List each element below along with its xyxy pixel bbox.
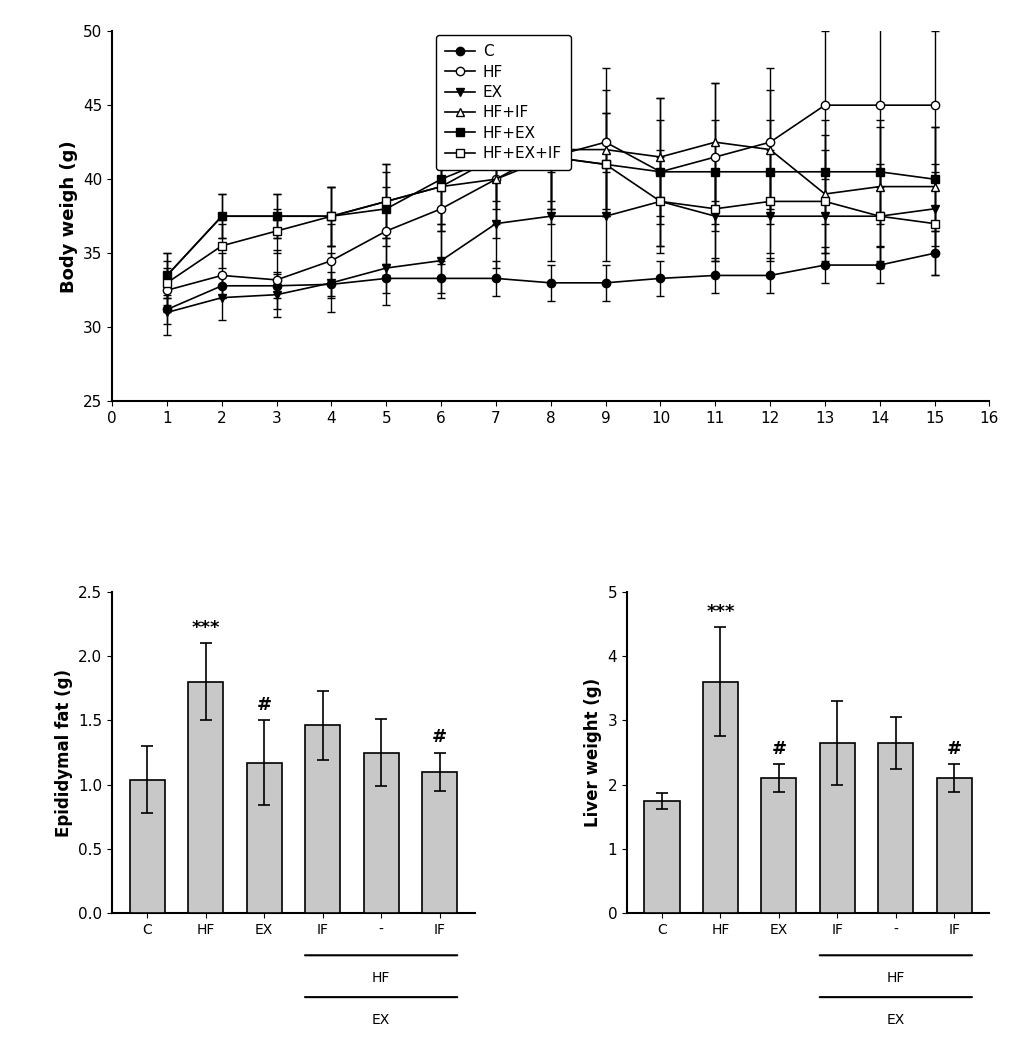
Bar (305, 726, 340, 913)
Bar (877, 743, 912, 913)
Bar (129, 780, 165, 913)
Bar (644, 800, 679, 913)
Text: #: # (432, 728, 446, 746)
Text: HF: HF (372, 971, 390, 985)
Bar (422, 772, 457, 913)
Bar (702, 682, 738, 913)
Text: EX: EX (886, 1013, 904, 1027)
Text: ***: *** (705, 602, 734, 621)
Text: HF: HF (886, 971, 904, 985)
Legend: C, HF, EX, HF+IF, HF+EX, HF+EX+IF: C, HF, EX, HF+IF, HF+EX, HF+EX+IF (435, 35, 571, 170)
Y-axis label: Epididymal fat (g): Epididymal fat (g) (55, 668, 72, 837)
Text: #: # (946, 740, 961, 758)
Bar (247, 763, 281, 913)
Text: #: # (257, 695, 271, 714)
Text: #: # (770, 740, 786, 758)
Text: EX: EX (372, 1013, 390, 1027)
Bar (363, 753, 398, 913)
Y-axis label: Liver weight (g): Liver weight (g) (583, 678, 601, 827)
Bar (935, 778, 971, 913)
Bar (819, 743, 854, 913)
Bar (189, 682, 223, 913)
Bar (760, 778, 796, 913)
Y-axis label: Body weigh (g): Body weigh (g) (59, 140, 77, 293)
Text: ***: *** (192, 619, 220, 636)
